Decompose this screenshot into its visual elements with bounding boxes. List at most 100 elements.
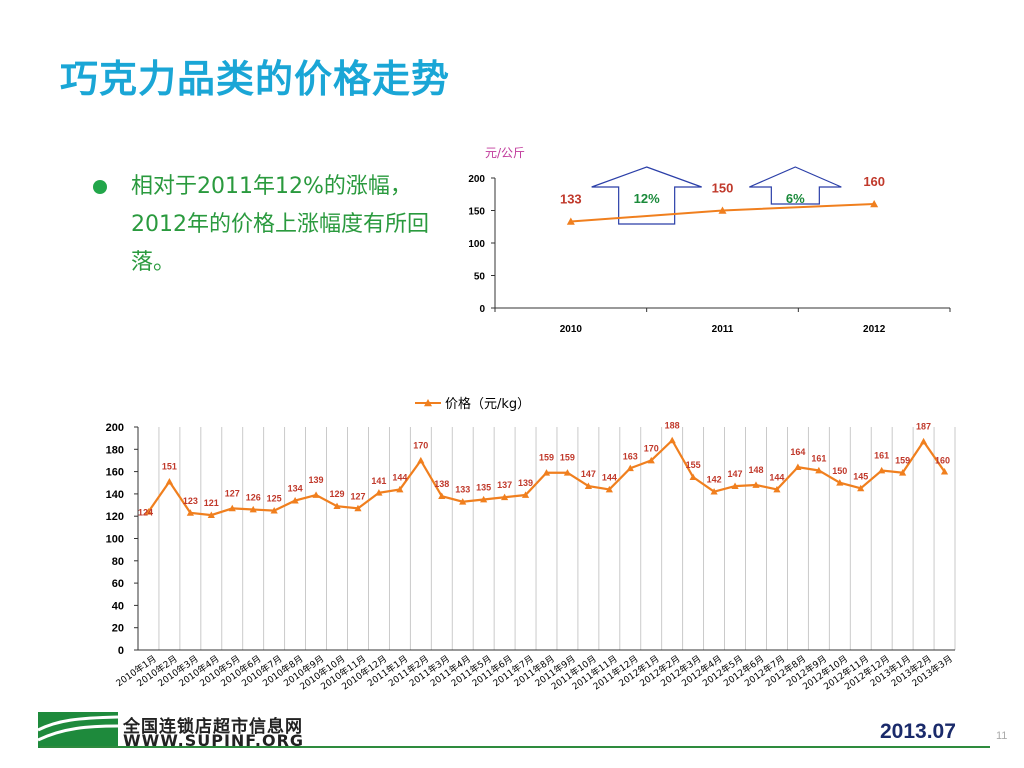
data-label: 127 [350, 491, 365, 501]
data-point [312, 491, 320, 498]
data-label: 121 [204, 498, 219, 508]
data-point [480, 495, 488, 503]
data-label: 161 [874, 450, 889, 460]
bullet-text: 相对于2011年12%的涨幅，2012年的价格上涨幅度有所回落。 [131, 174, 429, 275]
legend-swatch-marker [424, 399, 432, 407]
data-label: 188 [665, 420, 680, 430]
data-label: 150 [712, 181, 734, 196]
data-label: 159 [895, 456, 910, 466]
data-point [940, 468, 949, 475]
data-label: 141 [371, 476, 386, 486]
data-point [878, 466, 886, 474]
data-point [710, 488, 718, 495]
data-point [354, 504, 362, 512]
data-point [249, 505, 257, 513]
data-point [668, 436, 676, 444]
data-point [459, 498, 467, 505]
data-label: 160 [935, 456, 950, 466]
data-point [566, 217, 575, 225]
data-point [899, 469, 907, 476]
data-label: 159 [539, 453, 554, 463]
data-label: 127 [225, 488, 240, 498]
data-label: 126 [246, 493, 261, 503]
data-label: 133 [560, 192, 582, 207]
data-point [731, 482, 739, 489]
data-point [333, 502, 341, 510]
data-point [605, 485, 613, 493]
data-label: 142 [707, 475, 722, 485]
y-tick-label: 20 [112, 623, 124, 635]
data-point [417, 456, 425, 464]
y-tick-label: 200 [468, 174, 485, 185]
data-label: 145 [853, 471, 868, 481]
data-point [584, 482, 592, 489]
data-point [689, 473, 697, 481]
unit-label: 元/公斤 [485, 146, 525, 160]
data-point [501, 493, 509, 501]
y-tick-label: 180 [106, 444, 124, 456]
monthly-price-chart: 价格（元/kg）0204060801001201401601802002010年… [106, 396, 956, 692]
x-tick-label: 2012 [863, 324, 886, 335]
logo-text-cn: 全国连锁店超市信息网 [123, 717, 303, 737]
y-tick-label: 80 [112, 556, 124, 568]
data-label: 187 [916, 421, 931, 431]
y-tick-label: 50 [474, 272, 486, 283]
data-label: 155 [686, 460, 701, 470]
data-label: 170 [644, 443, 659, 453]
data-point [396, 485, 404, 493]
data-point [794, 463, 802, 471]
data-point [919, 437, 928, 445]
data-point [870, 200, 879, 208]
footer-divider [40, 746, 990, 748]
data-label: 147 [581, 469, 596, 479]
y-tick-label: 0 [479, 304, 485, 315]
increase-arrow-icon [749, 166, 842, 205]
data-label: 151 [162, 462, 177, 472]
data-point [186, 509, 194, 516]
data-label: 148 [748, 465, 763, 475]
y-tick-label: 100 [468, 239, 485, 250]
data-point [563, 469, 572, 476]
y-tick-label: 0 [118, 645, 124, 657]
data-point [521, 491, 530, 498]
data-point [144, 508, 153, 515]
data-point [438, 492, 446, 500]
data-label: 150 [832, 466, 847, 476]
data-point [291, 496, 299, 504]
logo-text-url: WWW.SUPINF.ORG [123, 731, 305, 750]
page-title: 巧克力品类的价格走势 [60, 57, 451, 101]
data-point [270, 507, 278, 514]
growth-label: 6% [786, 191, 805, 206]
data-label: 138 [434, 479, 449, 489]
series-line [147, 438, 946, 517]
x-tick-label: 2010 [560, 324, 583, 335]
data-point [773, 485, 781, 493]
data-label: 164 [790, 447, 805, 457]
data-label: 133 [455, 485, 470, 495]
increase-arrow-icon [591, 166, 702, 225]
y-tick-label: 160 [106, 467, 124, 479]
y-tick-label: 60 [112, 578, 124, 590]
data-point [165, 478, 174, 485]
legend-label: 价格（元/kg） [445, 396, 530, 412]
annual-price-chart: 元/公斤 0 50 100 150 200 2010 2011 2012 12% 6% 133 150 1… [468, 146, 951, 335]
y-tick-label: 40 [112, 600, 124, 612]
y-tick-label: 140 [106, 489, 124, 501]
data-point [815, 466, 823, 474]
data-label: 137 [497, 480, 512, 490]
data-point [626, 464, 634, 472]
data-point [752, 481, 760, 488]
data-point [647, 456, 655, 464]
bullet-dot-icon [93, 180, 107, 194]
data-point [375, 489, 383, 496]
data-label: 129 [329, 489, 344, 499]
report-date: 2013.07 [880, 720, 956, 743]
growth-label: 12% [634, 191, 660, 206]
page-number: 11 [996, 730, 1008, 742]
y-tick-label: 150 [468, 207, 485, 218]
data-label: 139 [518, 478, 533, 488]
data-label: 163 [623, 451, 638, 461]
y-tick-label: 200 [106, 422, 124, 434]
data-label: 124 [138, 508, 153, 518]
data-point [718, 206, 727, 214]
